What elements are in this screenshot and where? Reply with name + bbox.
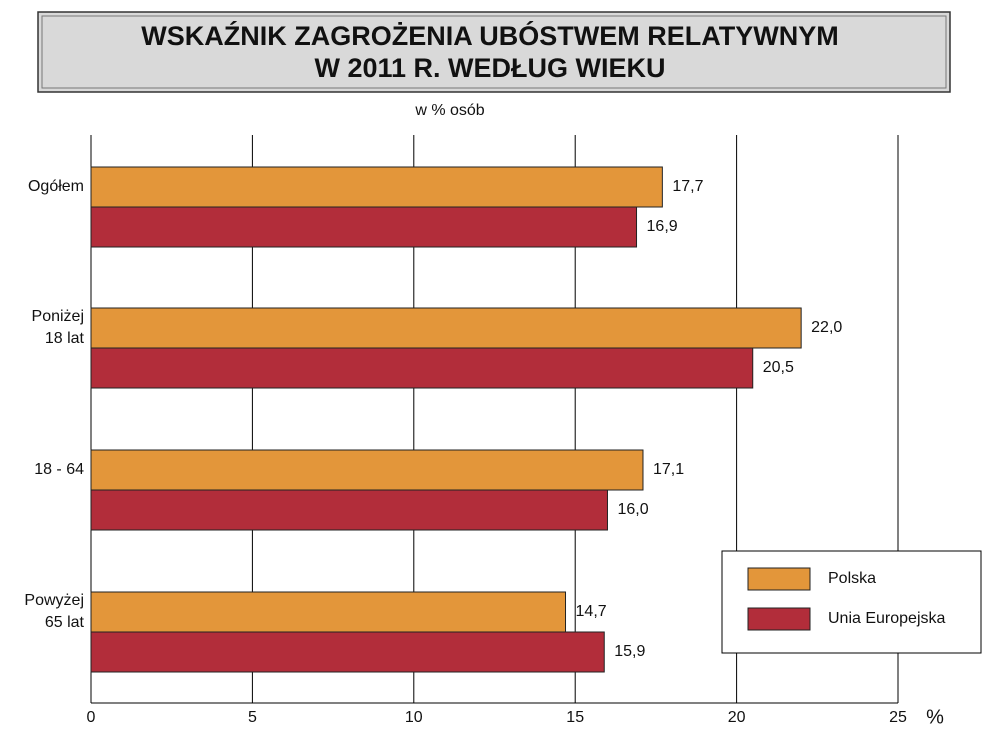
value-label: 15,9 bbox=[614, 643, 645, 660]
title-box-inner bbox=[41, 15, 947, 89]
x-axis-label: % bbox=[926, 706, 944, 728]
y-tick-label: Powyżej 65 lat bbox=[24, 592, 84, 631]
bar bbox=[90, 347, 754, 389]
bar bbox=[90, 631, 605, 673]
x-tick-label: 25 bbox=[889, 709, 907, 726]
bar bbox=[90, 206, 638, 248]
title-box bbox=[37, 11, 951, 93]
legend-swatch bbox=[747, 567, 811, 591]
bar bbox=[90, 307, 802, 349]
value-label: 22,0 bbox=[811, 319, 842, 336]
y-tick-label: Poniżej 18 lat bbox=[32, 308, 85, 347]
value-label: 16,0 bbox=[617, 501, 648, 518]
chart-title: WSKAŹNIK ZAGROŻENIA UBÓSTWEM RELATYWNYM bbox=[141, 20, 838, 51]
value-label: 20,5 bbox=[763, 359, 794, 376]
legend-label: Polska bbox=[828, 570, 876, 587]
legend-swatch bbox=[747, 607, 811, 631]
bar bbox=[90, 489, 608, 531]
value-label: 17,1 bbox=[653, 461, 684, 478]
x-tick-label: 20 bbox=[728, 709, 746, 726]
legend-box bbox=[721, 550, 982, 654]
bar bbox=[90, 166, 663, 208]
x-tick-label: 0 bbox=[87, 709, 96, 726]
x-tick-label: 15 bbox=[566, 709, 584, 726]
x-tick-label: 10 bbox=[405, 709, 423, 726]
value-label: 14,7 bbox=[576, 603, 607, 620]
value-label: 16,9 bbox=[647, 218, 678, 235]
chart-title: W 2011 R. WEDŁUG WIEKU bbox=[314, 53, 665, 83]
bar bbox=[90, 449, 644, 491]
y-tick-label: 18 - 64 bbox=[34, 461, 84, 478]
legend-label: Unia Europejska bbox=[828, 610, 946, 627]
subtitle: w % osób bbox=[414, 102, 484, 119]
y-tick-label: Ogółem bbox=[28, 178, 84, 195]
value-label: 17,7 bbox=[672, 178, 703, 195]
bar bbox=[90, 591, 567, 633]
x-tick-label: 5 bbox=[248, 709, 257, 726]
